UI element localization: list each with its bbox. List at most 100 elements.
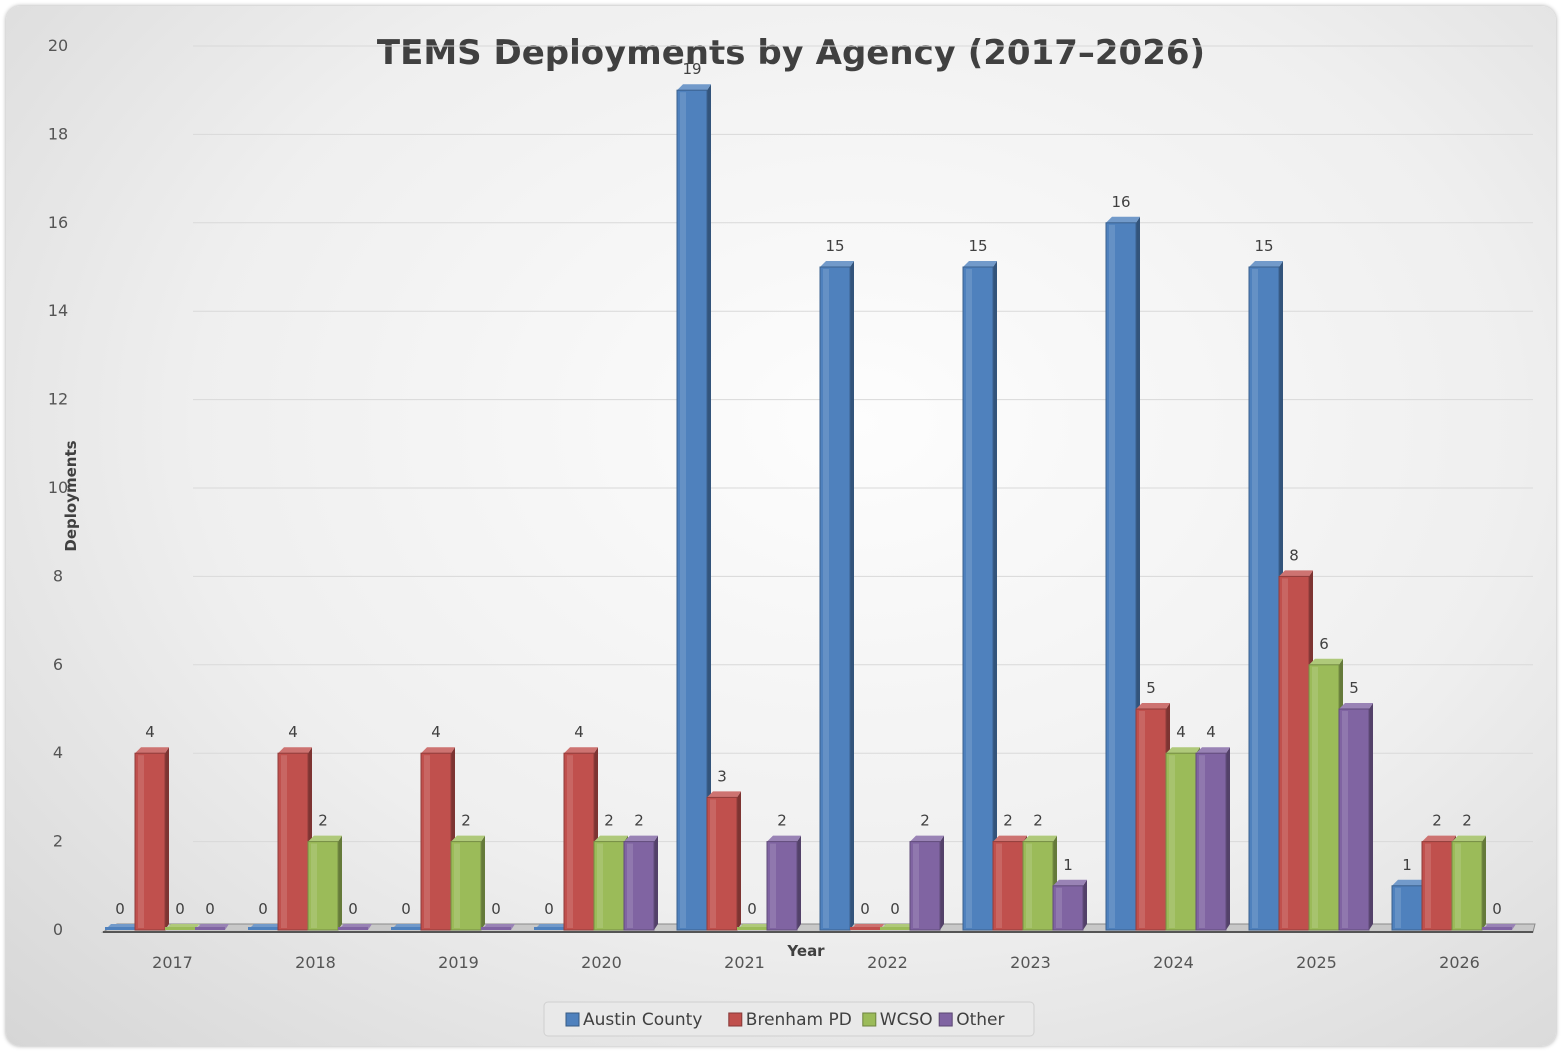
y-tick-label: 2 (53, 832, 63, 851)
data-label: 0 (348, 900, 358, 918)
bar-austin-county (391, 924, 425, 930)
data-label: 2 (777, 812, 787, 830)
y-tick-label: 0 (53, 920, 63, 939)
bar-wcso (1308, 658, 1343, 931)
data-label: 0 (115, 900, 125, 918)
bar-brenham-pd (992, 835, 1027, 931)
data-label: 2 (1462, 812, 1472, 830)
data-label: 15 (968, 237, 987, 255)
data-label: 4 (431, 723, 441, 741)
y-axis-title: Deployments (62, 440, 80, 551)
y-tick-label: 20 (48, 36, 68, 55)
bar-brenham-pd (1278, 570, 1313, 931)
data-label: 0 (860, 900, 870, 918)
x-tick-label: 2025 (1296, 953, 1337, 972)
bar-other (623, 835, 658, 931)
bar-wcso (307, 835, 342, 931)
data-label: 2 (1003, 812, 1013, 830)
data-label: 2 (1432, 812, 1442, 830)
data-label: 0 (258, 900, 268, 918)
legend-label: Brenham PD (746, 1010, 852, 1030)
bar-other (481, 924, 515, 930)
data-label: 3 (717, 767, 727, 785)
bar-other (1052, 879, 1087, 931)
data-label: 8 (1289, 546, 1299, 564)
legend-swatch (565, 1012, 580, 1027)
bar-austin-county (105, 924, 139, 930)
bar-brenham-pd (420, 747, 455, 931)
legend-label: Austin County (583, 1010, 702, 1030)
data-label: 6 (1319, 635, 1329, 653)
bar-other (909, 835, 944, 931)
legend-swatch (938, 1012, 953, 1027)
legend-item[interactable]: WCSO (862, 1010, 933, 1030)
y-tick-label: 6 (53, 655, 63, 674)
x-tick-label: 2024 (1153, 953, 1194, 972)
data-label: 16 (1111, 193, 1130, 211)
bar-austin-county (1248, 261, 1283, 931)
data-label: 1 (1402, 856, 1412, 874)
data-label: 0 (491, 900, 501, 918)
legend-item[interactable]: Brenham PD (728, 1010, 852, 1030)
x-tick-label: 2020 (581, 953, 622, 972)
bar-brenham-pd (1421, 835, 1456, 931)
chart-svg: TEMS Deployments by Agency (2017–2026) D… (48, 33, 1536, 1037)
legend-swatch (862, 1012, 877, 1027)
data-label: 0 (747, 900, 757, 918)
bar-brenham-pd (563, 747, 598, 931)
bar-wcso (1022, 835, 1057, 931)
bar-brenham-pd (706, 791, 741, 931)
bar-brenham-pd (134, 747, 169, 931)
bar-wcso (737, 924, 771, 930)
y-tick-label: 16 (48, 213, 68, 232)
legend-swatch (728, 1012, 743, 1027)
data-label: 2 (920, 812, 930, 830)
y-tick-label: 8 (53, 566, 63, 585)
data-label: 5 (1349, 679, 1359, 697)
legend-item[interactable]: Other (938, 1010, 1004, 1030)
data-label: 2 (634, 812, 644, 830)
legend-item[interactable]: Austin County (565, 1010, 702, 1030)
data-label: 4 (288, 723, 298, 741)
bar-other (766, 835, 801, 931)
data-label: 2 (461, 812, 471, 830)
x-tick-label: 2017 (152, 953, 193, 972)
bar-austin-county (676, 84, 711, 931)
bar-wcso (450, 835, 485, 931)
data-label: 1 (1063, 856, 1073, 874)
y-tick-label: 10 (48, 478, 68, 497)
bar-other (338, 924, 372, 930)
data-label: 0 (890, 900, 900, 918)
bar-other (1482, 924, 1516, 930)
data-label: 0 (1492, 900, 1502, 918)
y-tick-label: 4 (53, 743, 63, 762)
bar-wcso (165, 924, 199, 930)
legend-label: Other (956, 1010, 1004, 1030)
data-label: 15 (825, 237, 844, 255)
data-label: 0 (175, 900, 185, 918)
bar-other (1338, 703, 1373, 931)
bar-austin-county (1105, 216, 1140, 931)
data-label: 4 (1176, 723, 1186, 741)
bar-wcso (1451, 835, 1486, 931)
legend-box (543, 1001, 1035, 1037)
data-label: 2 (318, 812, 328, 830)
data-label: 4 (1206, 723, 1216, 741)
bar-wcso (1165, 747, 1200, 931)
data-label: 15 (1254, 237, 1273, 255)
data-label: 5 (1146, 679, 1156, 697)
data-label: 2 (604, 812, 614, 830)
bar-wcso (593, 835, 628, 931)
bar-austin-county (962, 261, 997, 931)
data-label: 0 (205, 900, 215, 918)
x-tick-label: 2019 (438, 953, 479, 972)
x-tick-label: 2021 (724, 953, 765, 972)
bars (105, 84, 1516, 931)
data-label: 4 (145, 723, 155, 741)
legend-label: WCSO (880, 1010, 933, 1030)
bar-brenham-pd (1135, 703, 1170, 931)
data-label: 0 (401, 900, 411, 918)
x-axis-title: Year (786, 942, 825, 960)
chart-frame: TEMS Deployments by Agency (2017–2026) D… (6, 6, 1556, 1046)
